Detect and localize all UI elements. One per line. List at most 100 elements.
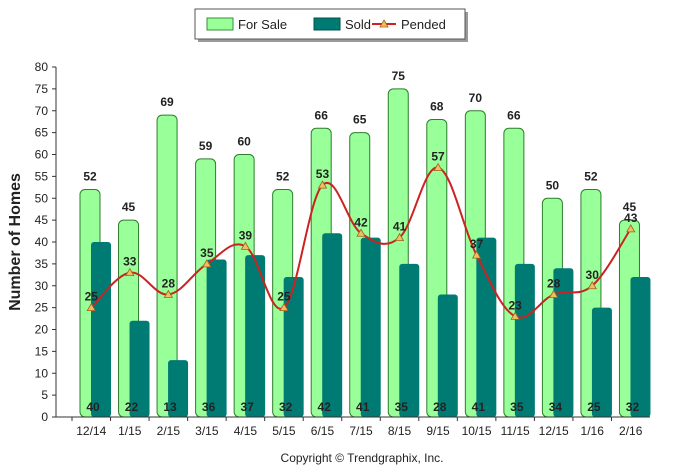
y-tick-label: 10	[35, 366, 49, 380]
label-sold: 35	[510, 400, 524, 414]
pended-point	[471, 250, 482, 259]
label-for-sale: 68	[430, 100, 444, 114]
bar-sold	[360, 237, 381, 417]
label-pended: 35	[200, 246, 214, 260]
label-for-sale: 59	[199, 139, 213, 153]
label-pended: 25	[277, 290, 291, 304]
pended-point	[163, 289, 174, 298]
x-tick-label: 3/15	[195, 424, 219, 438]
label-for-sale: 66	[507, 108, 521, 122]
y-tick-label: 0	[41, 410, 48, 424]
label-sold: 40	[86, 400, 100, 414]
label-pended: 28	[162, 277, 176, 291]
label-for-sale: 52	[584, 170, 598, 184]
bar-sold	[129, 320, 150, 417]
y-tick-label: 30	[35, 279, 49, 293]
y-tick-label: 50	[35, 191, 49, 205]
x-tick-label: 8/15	[388, 424, 412, 438]
x-tick-label: 5/15	[272, 424, 296, 438]
label-pended: 39	[239, 228, 253, 242]
bar-sold	[591, 307, 612, 417]
y-tick-label: 35	[35, 257, 49, 271]
label-for-sale: 45	[623, 200, 637, 214]
x-tick-label: 7/15	[349, 424, 373, 438]
label-sold: 28	[433, 400, 447, 414]
x-tick-label: 12/14	[76, 424, 106, 438]
pended-point	[279, 302, 289, 312]
pended-point	[548, 289, 559, 298]
x-tick-label: 6/15	[311, 424, 335, 438]
label-pended: 33	[123, 255, 137, 269]
label-for-sale: 70	[469, 91, 483, 105]
y-tick-label: 5	[41, 388, 48, 402]
y-axis-label: Number of Homes	[7, 173, 24, 311]
label-for-sale: 52	[276, 170, 290, 184]
label-pended: 53	[316, 167, 330, 181]
label-pended: 57	[431, 150, 445, 164]
x-tick-label: 1/16	[581, 424, 605, 438]
bar-sold	[206, 259, 227, 417]
pended-point	[356, 228, 366, 237]
pended-point	[433, 162, 443, 172]
label-sold: 32	[279, 400, 293, 414]
pended-point	[394, 232, 405, 242]
pended-line: 25 33 28 35 39 25 53 42 41 57 37 23 28 30 43	[85, 150, 638, 320]
pended-point	[125, 267, 135, 277]
y-tick-label: 65	[35, 126, 49, 140]
pended-point	[86, 302, 96, 312]
legend-swatch-for-sale	[206, 17, 234, 31]
legend-label-pended: Pended	[401, 17, 446, 32]
x-tick-label: 1/15	[118, 424, 142, 438]
legend-label-sold: Sold	[345, 17, 371, 32]
label-sold: 41	[356, 400, 370, 414]
x-tick-label: 12/15	[539, 424, 569, 438]
label-sold: 35	[395, 400, 409, 414]
label-for-sale: 52	[83, 170, 97, 184]
pended-point	[510, 311, 520, 320]
label-pended: 43	[624, 211, 638, 225]
pended-point	[202, 259, 212, 268]
x-tick-label: 10/15	[462, 424, 492, 438]
legend-label-for-sale: For Sale	[238, 17, 287, 32]
x-tick-label: 11/15	[501, 424, 530, 438]
label-for-sale: 45	[122, 200, 136, 214]
label-pended: 28	[547, 277, 561, 291]
label-sold: 22	[125, 400, 139, 414]
label-sold: 37	[240, 400, 254, 414]
legend: For Sale Sold Pended	[194, 8, 468, 42]
label-pended: 23	[508, 298, 522, 312]
y-tick-label: 20	[35, 323, 49, 337]
bar-sold	[322, 233, 343, 417]
x-tick-label: 2/16	[619, 424, 643, 438]
label-pended: 30	[586, 268, 600, 282]
bar-sold	[245, 255, 266, 417]
label-pended: 42	[354, 215, 368, 229]
x-tick-label: 2/15	[157, 424, 181, 438]
pended-point	[317, 180, 328, 189]
legend-marker-pended	[379, 19, 389, 28]
x-tick-label: 9/15	[426, 424, 450, 438]
label-sold: 41	[472, 400, 486, 414]
y-tick-label: 70	[35, 104, 49, 118]
label-sold: 34	[549, 400, 563, 414]
y-tick-label: 75	[35, 82, 49, 96]
bar-sold	[168, 360, 189, 417]
y-axis: 0 5 10 15 20 25 30 35 40 45 50 55 60 65 70 75 80	[35, 60, 57, 424]
y-tick-label: 15	[35, 344, 49, 358]
label-for-sale: 66	[315, 108, 329, 122]
label-sold: 42	[318, 400, 332, 414]
label-pended: 41	[393, 220, 407, 234]
label-for-sale: 69	[160, 95, 174, 109]
bar-sold	[476, 237, 497, 417]
bar-sold	[91, 242, 111, 417]
x-tick-label: 4/15	[234, 424, 258, 438]
bar-sold	[399, 263, 420, 417]
label-sold: 32	[626, 400, 640, 414]
y-tick-label: 25	[35, 301, 49, 315]
bar-sold	[514, 263, 535, 417]
pended-point	[626, 224, 636, 233]
copyright-text: Copyright © Trendgraphix, Inc.	[281, 451, 444, 465]
y-tick-label: 80	[35, 60, 49, 74]
label-sold: 25	[587, 400, 601, 414]
